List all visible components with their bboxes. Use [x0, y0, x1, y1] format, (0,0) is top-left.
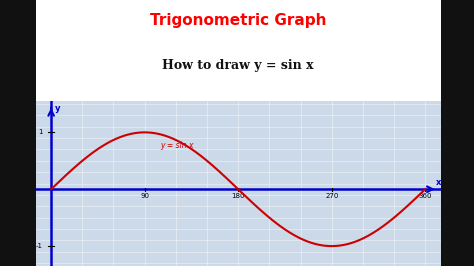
Text: 270°: 270° [312, 115, 339, 125]
Text: 0°: 0° [145, 115, 157, 125]
Text: 180: 180 [231, 193, 245, 199]
Text: 0: 0 [380, 143, 387, 153]
Text: -1: -1 [36, 243, 43, 249]
Text: 1: 1 [38, 129, 43, 135]
Text: 90°: 90° [200, 115, 219, 125]
Text: 0: 0 [147, 143, 155, 153]
Text: y = sin x: y = sin x [160, 141, 194, 150]
Bar [64, 106, 412, 162]
Text: 270: 270 [325, 193, 338, 199]
Text: -1: -1 [319, 143, 331, 153]
Text: 360: 360 [419, 193, 432, 199]
Text: y: y [90, 143, 96, 153]
Text: Trigonometric Graph: Trigonometric Graph [150, 13, 327, 28]
Bar [36, 0, 441, 165]
Text: 90: 90 [140, 193, 149, 199]
Text: x: x [90, 115, 96, 125]
Text: 360°: 360° [370, 115, 397, 125]
Text: 1: 1 [206, 143, 213, 153]
Text: How to draw y = sin x: How to draw y = sin x [163, 59, 314, 72]
Text: 0: 0 [264, 143, 271, 153]
Text: x: x [436, 178, 441, 187]
Text: 180°: 180° [254, 115, 281, 125]
Text: y: y [55, 104, 61, 113]
